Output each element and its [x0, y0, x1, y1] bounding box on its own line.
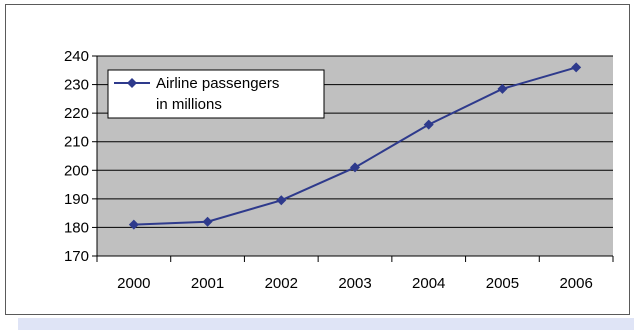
- data-point-2002: [276, 195, 287, 206]
- y-tick-label-220: 220: [64, 105, 89, 122]
- data-point-2005: [497, 83, 508, 94]
- data-point-2001: [202, 216, 213, 227]
- x-tick-label-2004: 2004: [412, 275, 445, 292]
- data-point-2000: [128, 219, 139, 230]
- y-tick-label-200: 200: [64, 162, 89, 179]
- x-tick-label-2003: 2003: [338, 275, 371, 292]
- y-tick-label-170: 170: [64, 248, 89, 265]
- y-tick-label-210: 210: [64, 134, 89, 151]
- legend: Airline passengers in millions: [107, 69, 325, 119]
- y-tick-label-230: 230: [64, 77, 89, 94]
- x-tick-label-2006: 2006: [559, 275, 592, 292]
- data-point-2006: [571, 62, 582, 73]
- legend-label-line-1: Airline passengers: [156, 75, 279, 92]
- legend-label-line-2: in millions: [156, 96, 222, 113]
- y-tick-label-180: 180: [64, 219, 89, 236]
- series-group: [128, 62, 582, 230]
- x-tick-label-2005: 2005: [486, 275, 519, 292]
- data-point-2004: [423, 119, 434, 130]
- bottom-band: [18, 318, 634, 330]
- data-point-2003: [350, 162, 360, 173]
- y-axis: 170 180 190 200 210 220 230 240: [64, 48, 98, 265]
- legend-marker-diamond: [127, 78, 137, 88]
- y-tick-label-190: 190: [64, 191, 89, 208]
- y-tick-label-240: 240: [64, 48, 89, 65]
- x-tick-label-2001: 2001: [191, 275, 224, 292]
- legend-box: [107, 69, 325, 119]
- x-tick-label-2000: 2000: [117, 275, 150, 292]
- x-tick-label-2002: 2002: [265, 275, 298, 292]
- x-axis: 2000 2001 2002 2003 2004 2005 2006: [96, 255, 614, 292]
